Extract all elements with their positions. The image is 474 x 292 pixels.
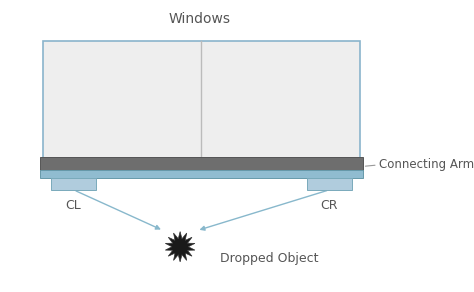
Bar <box>40 170 363 178</box>
Text: CL: CL <box>65 199 82 212</box>
Polygon shape <box>165 232 195 262</box>
Bar <box>40 157 363 171</box>
Text: CR: CR <box>321 199 338 212</box>
Bar <box>43 41 360 158</box>
Text: Windows: Windows <box>168 12 230 26</box>
Text: Connecting Arm: Connecting Arm <box>379 159 474 171</box>
Bar <box>307 178 352 190</box>
Bar <box>51 178 96 190</box>
Text: Dropped Object: Dropped Object <box>220 252 319 265</box>
